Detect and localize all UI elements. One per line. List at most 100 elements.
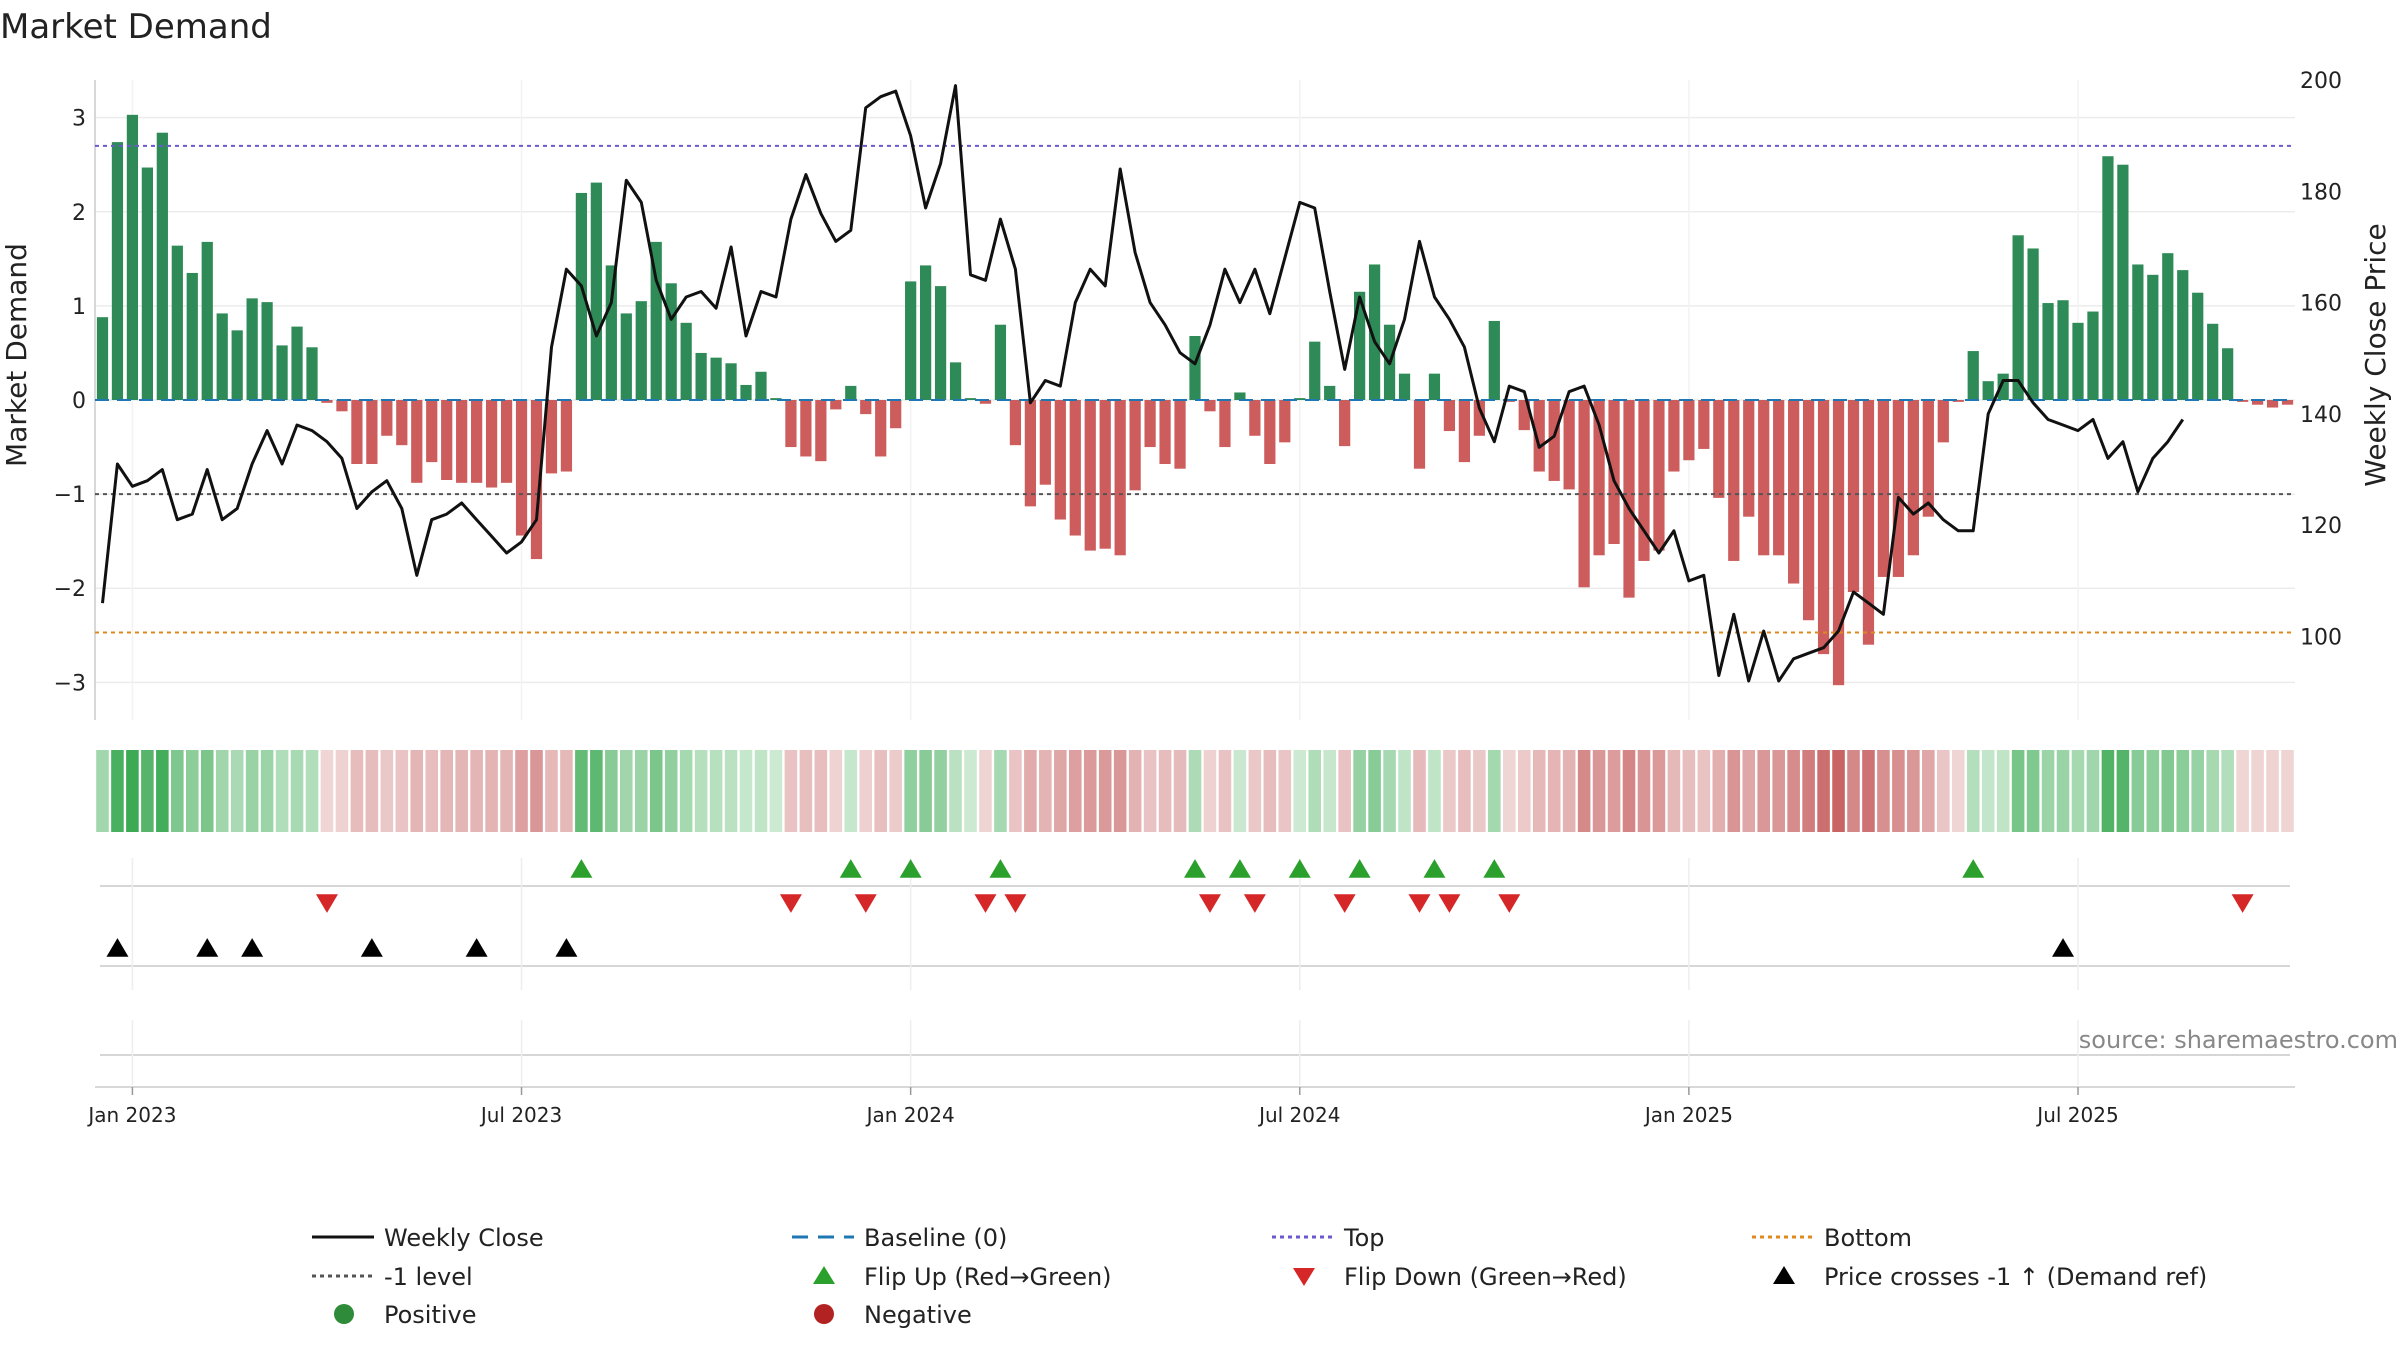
heat-cell bbox=[1622, 750, 1636, 832]
y-tick-label: 1 bbox=[72, 295, 86, 320]
y2-tick-label: 100 bbox=[2300, 626, 2342, 651]
price-cross-marker bbox=[360, 938, 383, 957]
y2-tick-label: 120 bbox=[2300, 514, 2342, 539]
demand-bar bbox=[530, 400, 543, 560]
heat-cell bbox=[470, 750, 483, 832]
demand-bar bbox=[2251, 400, 2264, 405]
heat-cell bbox=[709, 750, 723, 832]
heat-cell bbox=[1817, 750, 1830, 832]
heat-cell bbox=[2176, 750, 2190, 832]
demand-bar bbox=[1204, 400, 1216, 412]
heat-cell bbox=[979, 750, 992, 832]
demand-bar bbox=[1548, 400, 1560, 481]
heat-cell bbox=[1547, 750, 1561, 832]
demand-bar bbox=[1728, 400, 1740, 561]
flip-up-marker bbox=[1348, 859, 1371, 878]
demand-bar bbox=[680, 322, 692, 400]
demand-bar bbox=[590, 182, 602, 400]
heat-cell bbox=[126, 750, 139, 832]
y2-tick-label: 200 bbox=[2300, 69, 2342, 94]
y2-tick-label: 140 bbox=[2300, 403, 2342, 428]
demand-bar bbox=[1294, 398, 1306, 400]
demand-bar bbox=[201, 241, 213, 400]
price-cross-marker bbox=[2052, 938, 2075, 957]
signal-markers bbox=[100, 858, 2290, 1085]
demand-bar bbox=[1159, 400, 1171, 464]
heat-cell bbox=[1592, 750, 1606, 832]
legend-swatch bbox=[1773, 1266, 1795, 1284]
heat-cell bbox=[1263, 750, 1277, 832]
flip-down-marker bbox=[974, 894, 997, 913]
demand-bar bbox=[1698, 400, 1710, 449]
demand-bar bbox=[1997, 373, 2009, 400]
heat-cell bbox=[1966, 750, 1980, 832]
demand-bar bbox=[1398, 373, 1411, 400]
heat-cell bbox=[141, 750, 154, 832]
demand-bar bbox=[815, 400, 827, 462]
heat-cell bbox=[1488, 750, 1501, 832]
legend-item: Top bbox=[1272, 1224, 1385, 1252]
demand-bar bbox=[1413, 400, 1426, 469]
demand-bars bbox=[96, 114, 2294, 686]
demand-bar bbox=[261, 302, 273, 400]
heat-cell bbox=[1458, 750, 1471, 832]
y-axis-label: Market Demand bbox=[0, 243, 33, 467]
heat-cell bbox=[335, 750, 349, 832]
heat-cell bbox=[889, 750, 902, 832]
heat-cell bbox=[814, 750, 828, 832]
heat-cell bbox=[964, 750, 977, 832]
demand-bar bbox=[1668, 400, 1680, 472]
demand-bar bbox=[1832, 400, 1845, 686]
demand-bar bbox=[156, 132, 168, 401]
demand-bar bbox=[635, 301, 647, 400]
legend-item: Weekly Close bbox=[312, 1224, 544, 1252]
demand-bar bbox=[994, 324, 1007, 400]
demand-bar bbox=[2087, 311, 2099, 400]
heat-cell bbox=[260, 750, 274, 832]
chart-title: Market Demand bbox=[0, 7, 272, 47]
heat-cell bbox=[994, 750, 1007, 832]
heat-cell bbox=[2281, 750, 2294, 832]
price-series bbox=[101, 84, 2185, 683]
heat-cell bbox=[2056, 750, 2070, 832]
demand-bar bbox=[1249, 400, 1261, 436]
demand-bar bbox=[1773, 400, 1785, 556]
legend-label: Positive bbox=[384, 1301, 477, 1329]
reference-lines bbox=[95, 144, 2295, 634]
demand-bar bbox=[1428, 373, 1441, 400]
demand-bar bbox=[695, 352, 707, 400]
heat-cell bbox=[245, 750, 259, 832]
heat-cell bbox=[380, 750, 394, 832]
flip-down-marker bbox=[1198, 894, 1221, 913]
legend-swatch bbox=[334, 1304, 354, 1324]
heat-cell bbox=[1473, 750, 1486, 832]
demand-bar bbox=[875, 400, 887, 457]
heat-cell bbox=[1951, 750, 1965, 832]
legend-label: Bottom bbox=[1824, 1224, 1912, 1252]
demand-bar bbox=[2117, 164, 2129, 400]
demand-bar bbox=[186, 272, 198, 400]
demand-bar bbox=[979, 400, 992, 404]
heat-cell bbox=[1562, 750, 1576, 832]
heat-cell bbox=[1188, 750, 1202, 832]
demand-bar bbox=[1084, 400, 1096, 551]
demand-bar bbox=[800, 400, 812, 457]
demand-bar bbox=[426, 400, 438, 463]
demand-bar bbox=[411, 400, 423, 483]
heat-cell bbox=[1158, 750, 1172, 832]
heat-cell bbox=[844, 750, 858, 832]
heat-cell bbox=[1652, 750, 1666, 832]
heat-cell bbox=[605, 750, 618, 832]
heat-cell bbox=[2131, 750, 2145, 832]
legend: Weekly Close Baseline (0) Top Bottom -1 leve… bbox=[312, 1224, 2207, 1329]
heat-cell bbox=[1338, 750, 1351, 832]
demand-bar bbox=[2012, 235, 2024, 400]
heat-cell bbox=[2206, 750, 2219, 832]
heat-cell bbox=[171, 750, 184, 832]
heat-cell bbox=[455, 750, 468, 832]
demand-bar bbox=[830, 400, 842, 410]
demand-bar bbox=[785, 400, 797, 448]
demand-bar bbox=[1443, 400, 1456, 432]
legend-item: Price crosses -1 ↑ (Demand ref) bbox=[1773, 1263, 2207, 1291]
